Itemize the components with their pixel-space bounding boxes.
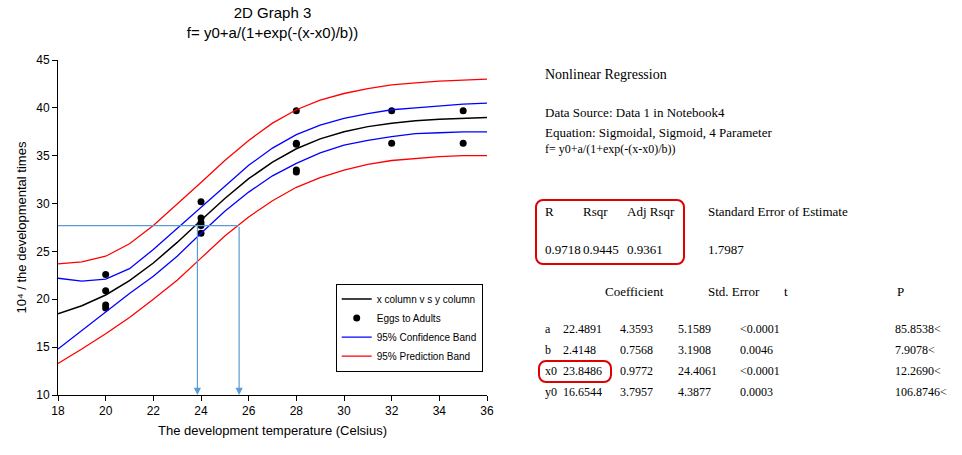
html-text:b: b: [545, 343, 551, 357]
html-text:Coefficient: Coefficient: [605, 284, 664, 299]
html-text:4.3593: 4.3593: [620, 322, 653, 336]
html-text:a: a: [545, 322, 551, 336]
svg-text:25: 25: [36, 245, 50, 259]
html-text:<0.0001: <0.0001: [740, 322, 780, 336]
svg-text:45: 45: [36, 53, 50, 67]
html-text:16.6544: 16.6544: [563, 385, 602, 399]
html-text:106.8746<: 106.8746<: [895, 385, 947, 399]
html-text:P: P: [897, 284, 905, 299]
html-text:85.8538<: 85.8538<: [895, 322, 941, 336]
svg-text:10: 10: [36, 388, 50, 402]
html-text:22.4891: 22.4891: [563, 322, 602, 336]
html-text:4.3877: 4.3877: [678, 385, 711, 399]
svg-text:36: 36: [480, 404, 494, 418]
html-text:2.4148: 2.4148: [563, 343, 596, 357]
html-text:7.9078<: 7.9078<: [895, 343, 935, 357]
svg-text:20: 20: [36, 292, 50, 306]
svg-text:95% Prediction Band: 95% Prediction Band: [377, 351, 470, 362]
svg-text:22: 22: [147, 404, 161, 418]
html-text:12.2690<: 12.2690<: [895, 364, 941, 378]
svg-text:Eggs to Adults: Eggs to Adults: [377, 313, 441, 324]
html-text:<0.0001: <0.0001: [740, 364, 780, 378]
html-text:Standard Error of Estimate: Standard Error of Estimate: [708, 204, 848, 219]
svg-text:2D Graph 3f= y0+a/(1+exp(-(x-x: 2D Graph 3f= y0+a/(1+exp(-(x-x0)/b)): [187, 4, 358, 41]
html-text:0.0046: 0.0046: [740, 343, 773, 357]
html-text:0.9772: 0.9772: [620, 364, 653, 378]
html-text:0.7568: 0.7568: [620, 343, 653, 357]
html-text:1.7987: 1.7987: [708, 242, 744, 257]
html-text:Equation: Sigmoidal, Sigmoid,: Equation: Sigmoidal, Sigmoid, 4 Paramete…: [545, 125, 772, 140]
html-text:24.4061: 24.4061: [678, 364, 717, 378]
svg-text:18: 18: [51, 404, 65, 418]
svg-text:28: 28: [290, 404, 304, 418]
html-text:5.1589: 5.1589: [678, 322, 711, 336]
html-text:Std. Error: Std. Error: [708, 284, 760, 299]
svg-text:30: 30: [36, 197, 50, 211]
svg-text:x column v s y column: x column v s y column: [377, 294, 475, 305]
svg-text:24: 24: [194, 404, 208, 418]
html-text:3.7957: 3.7957: [620, 385, 653, 399]
html-text:Adj Rsqr: Adj Rsqr: [627, 204, 675, 219]
html-text:Nonlinear Regression: Nonlinear Regression: [545, 67, 667, 82]
svg-text:15: 15: [36, 340, 50, 354]
html-text:t: t: [784, 284, 788, 299]
svg-text:35: 35: [36, 149, 50, 163]
svg-text:30: 30: [337, 404, 351, 418]
html-text:R: R: [545, 204, 554, 219]
html-text:y0: y0: [545, 385, 557, 399]
svg-text:32: 32: [385, 404, 399, 418]
html-text:23.8486: 23.8486: [563, 364, 602, 378]
html-text:f= y0+a/(1+exp(-(x-x0)/b)): f= y0+a/(1+exp(-(x-x0)/b)): [545, 142, 676, 156]
html-text:Data Source: Data 1 in Noteboo: Data Source: Data 1 in Notebook4: [545, 105, 725, 120]
svg-text:95% Confidence Band: 95% Confidence Band: [377, 332, 477, 343]
svg-text:10⁴ / the developmental times: 10⁴ / the developmental times: [14, 141, 29, 313]
html-text:0.9361: 0.9361: [627, 242, 663, 257]
html-text:x0: x0: [545, 364, 557, 378]
svg-text:40: 40: [36, 101, 50, 115]
html-text:3.1908: 3.1908: [678, 343, 711, 357]
html-text:0.9718 0.9445: 0.9718 0.9445: [545, 242, 619, 257]
svg-text:20: 20: [99, 404, 113, 418]
svg-text:The development temperature (C: The development temperature (Celsius): [158, 423, 387, 438]
svg-text:26: 26: [242, 404, 256, 418]
svg-text:34: 34: [433, 404, 447, 418]
html-text:0.0003: 0.0003: [740, 385, 773, 399]
html-text:Rsqr: Rsqr: [583, 204, 608, 219]
